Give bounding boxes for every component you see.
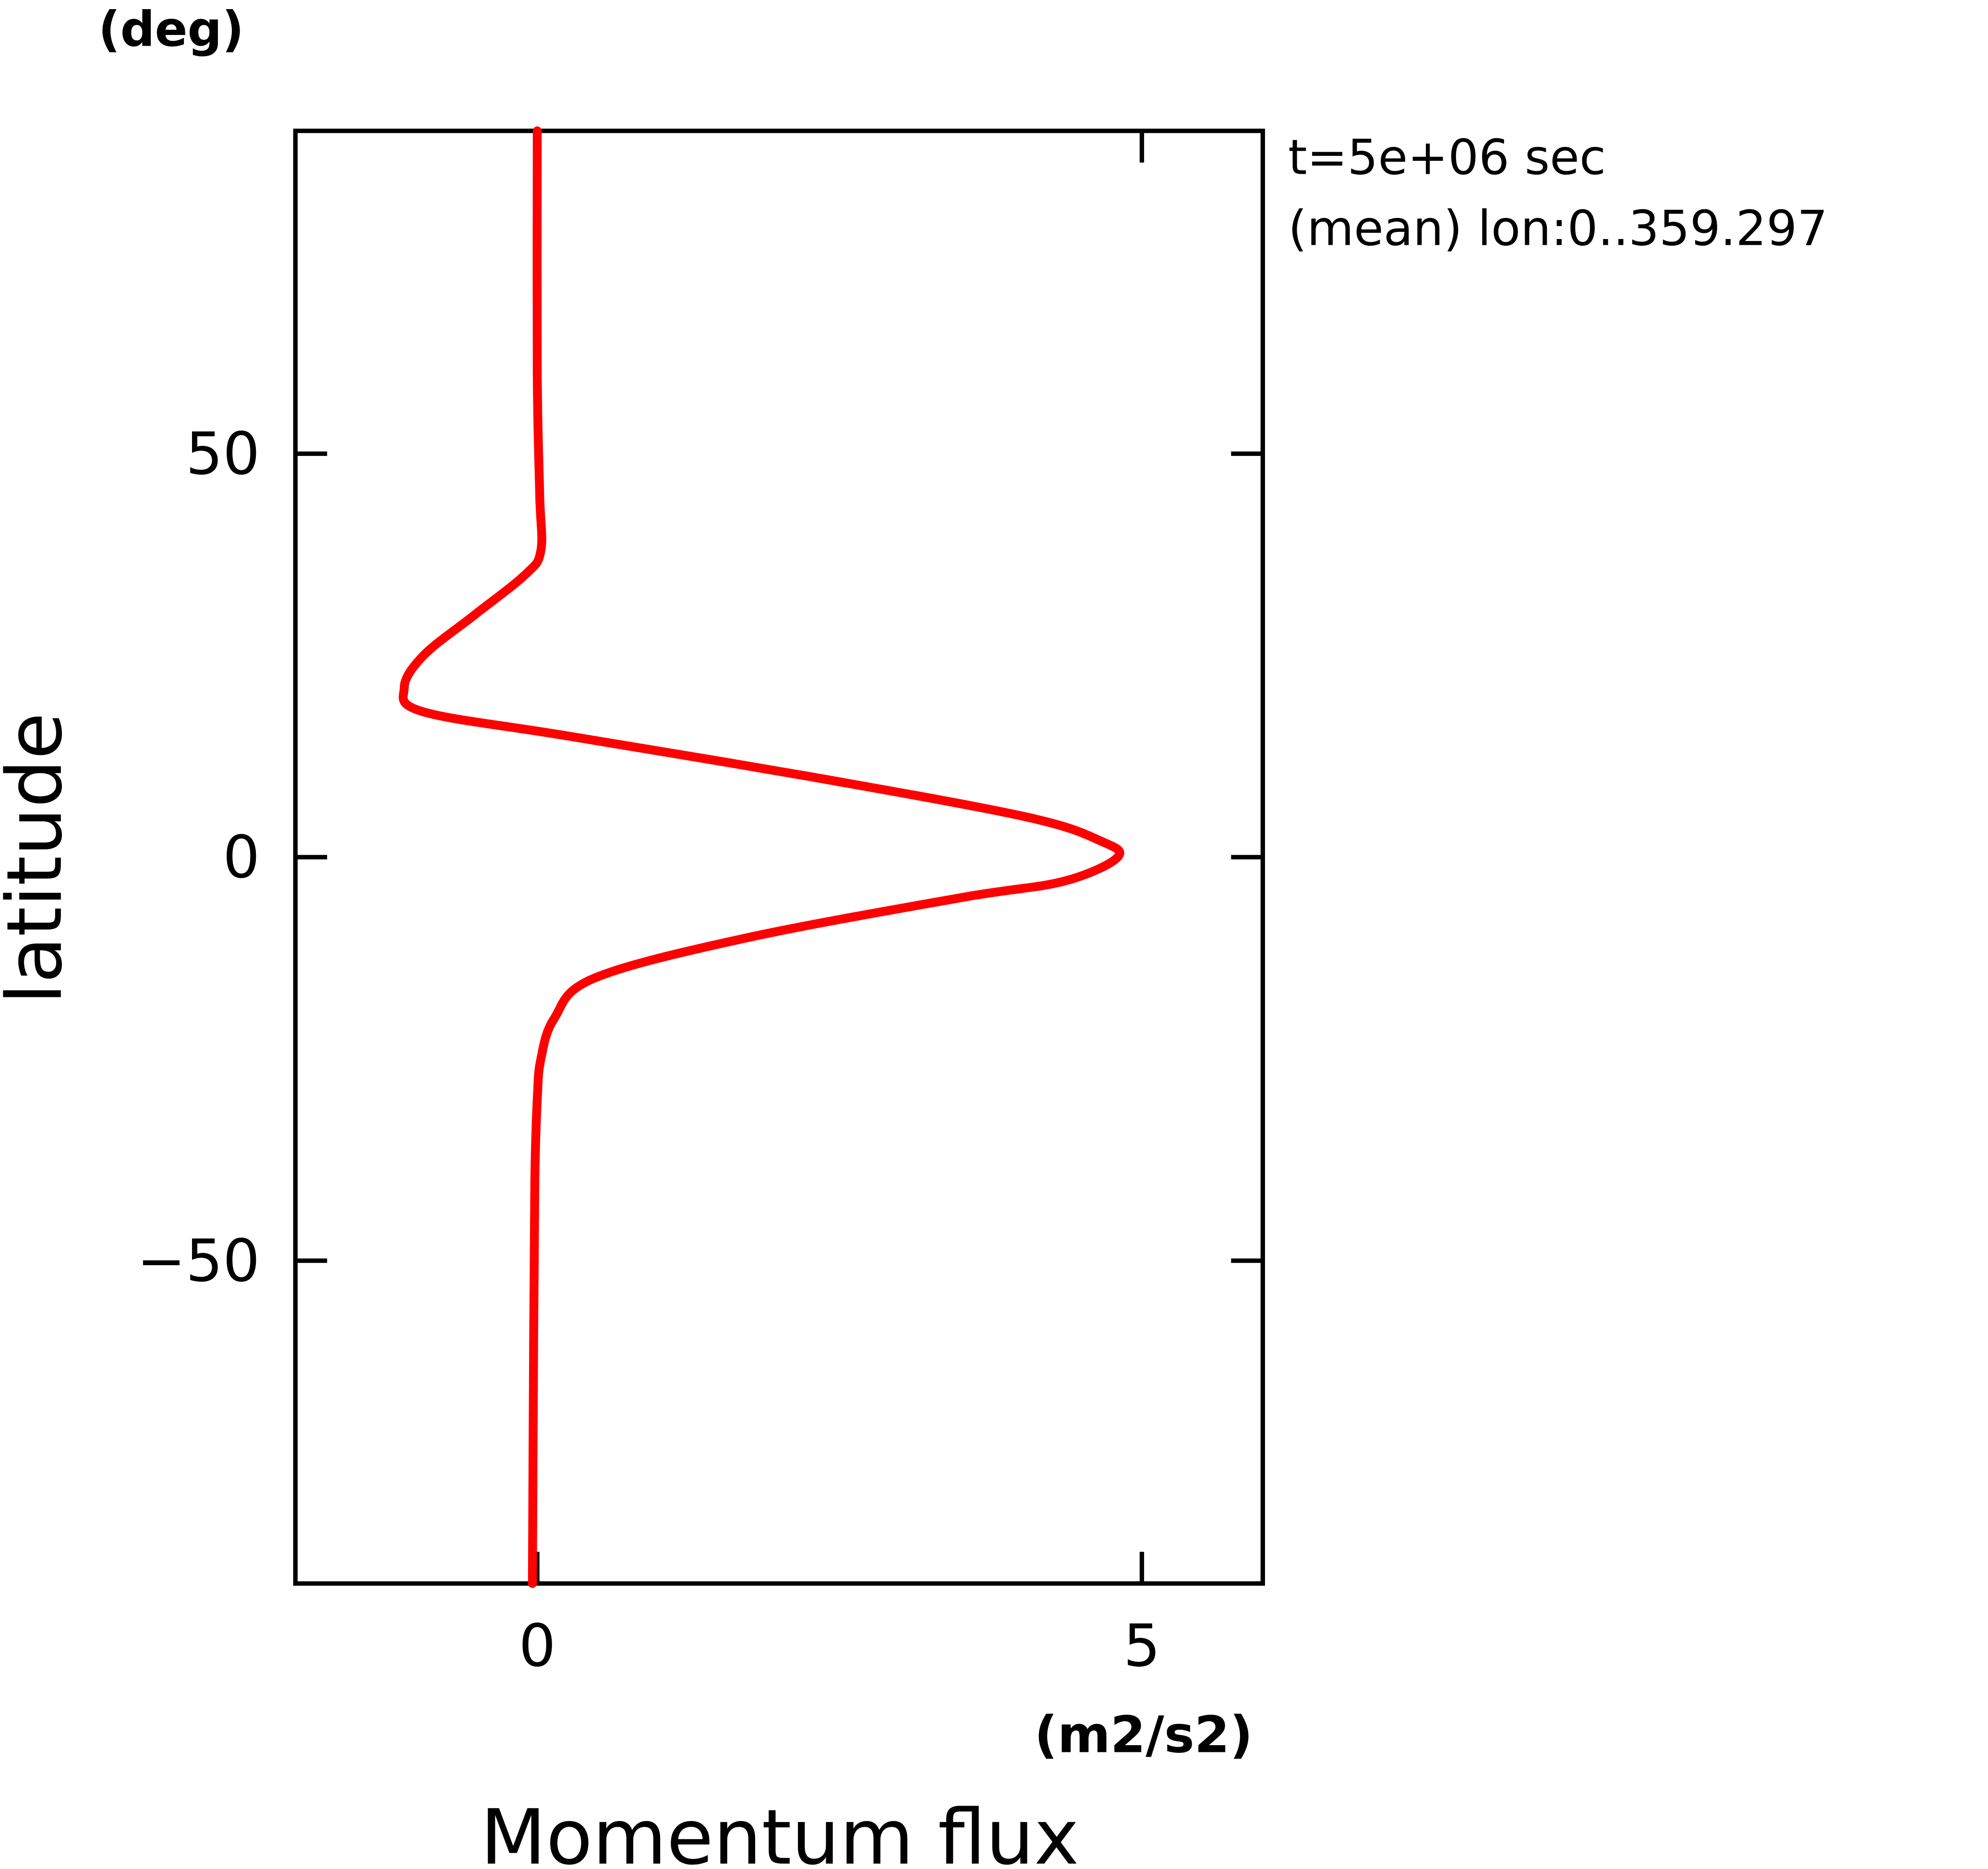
- y-tick-label: −50: [137, 1227, 260, 1295]
- y-tick-label: 50: [186, 419, 260, 488]
- data-line: [398, 126, 1124, 1588]
- annotation: t=5e+06 sec: [1288, 129, 1606, 185]
- x-tick-label: 0: [518, 1612, 555, 1680]
- annotation: (mean) lon:0..359.297: [1288, 200, 1828, 256]
- y-tick-label: 0: [223, 823, 260, 891]
- x-unit: (m2/s2): [1035, 1705, 1253, 1764]
- y-unit: (deg): [98, 1, 244, 58]
- y-axis-label: latitude: [0, 713, 79, 1005]
- x-tick-label: 5: [1123, 1612, 1160, 1680]
- x-axis-label: Momentum flux: [481, 1794, 1079, 1869]
